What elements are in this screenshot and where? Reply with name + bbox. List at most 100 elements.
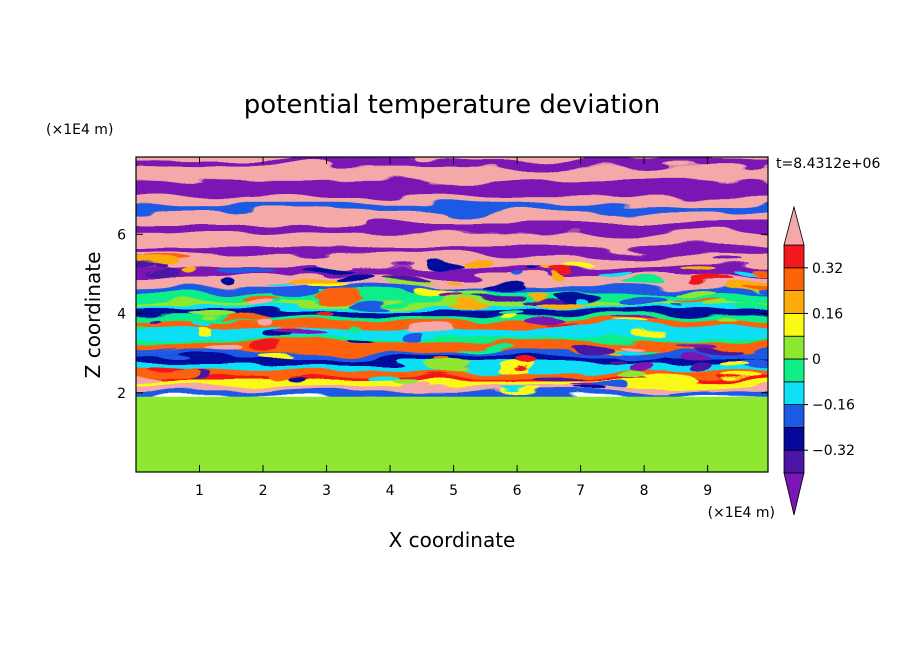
colorbar-cell (783, 404, 805, 428)
field-cell (203, 344, 241, 353)
field-cell (136, 286, 768, 294)
field-cell (347, 340, 374, 344)
field-cell (526, 316, 564, 325)
field-cell (597, 273, 631, 278)
y-axis-unit: (×1E4 m) (46, 122, 113, 138)
field-cell (728, 298, 768, 305)
field-cell (426, 363, 469, 372)
field-cell (524, 268, 539, 274)
field-cell (136, 180, 768, 196)
field-cell (314, 264, 354, 270)
field-cell (136, 336, 768, 342)
field-cell (691, 276, 736, 283)
x-tick-label: 1 (195, 483, 204, 499)
colorbar-label: −0.32 (812, 443, 855, 459)
field-cell (183, 266, 197, 274)
x-tick-label: 9 (703, 483, 712, 499)
field-cell (461, 258, 497, 267)
field-cell (683, 269, 719, 274)
field-cell (685, 361, 708, 370)
field-cell (535, 301, 587, 308)
heatmap-field (136, 157, 768, 472)
field-cell (136, 390, 768, 398)
field-cell (136, 350, 768, 358)
colorbar-cell (783, 449, 805, 474)
field-cell (541, 324, 574, 328)
colorbar-extend-min (783, 472, 805, 516)
x-tick-label: 6 (513, 483, 522, 499)
colorbar-cell (783, 426, 805, 451)
field-cell (136, 356, 768, 365)
field-cell (523, 412, 613, 461)
field-cell (136, 266, 768, 277)
field-cell (316, 292, 364, 302)
field-cell (532, 373, 589, 380)
x-tick-label: 3 (322, 483, 331, 499)
field-cell (377, 277, 431, 282)
colorbar: 0.32 0.16 0 −0.16 −0.32 (783, 205, 855, 516)
colorbar-cell (783, 358, 805, 383)
field-cell (318, 339, 349, 343)
field-cell (136, 319, 768, 328)
field-cell (377, 271, 424, 278)
field-cell (658, 369, 675, 377)
field-cell (136, 159, 768, 167)
field-cell (136, 245, 768, 254)
field-cell (268, 282, 300, 286)
x-tick-label: 5 (449, 483, 458, 499)
field-cell (619, 279, 664, 286)
chart-title: potential temperature deviation (244, 90, 660, 120)
y-tick-label: 6 (117, 227, 126, 243)
field-cell (386, 378, 419, 384)
field-cell (136, 211, 768, 224)
field-cell (172, 370, 198, 379)
field-cell (720, 408, 768, 449)
field-cell (590, 380, 629, 388)
field-cell (550, 266, 574, 274)
colorbar-cell (783, 381, 805, 405)
field-cell (673, 289, 720, 296)
field-cell (645, 374, 699, 383)
field-cell (677, 343, 717, 349)
field-cell (136, 375, 768, 381)
field-cell (136, 314, 768, 321)
field-cell (719, 317, 737, 324)
field-cell (735, 271, 759, 276)
field-cell (402, 410, 518, 471)
field-cell (136, 385, 768, 392)
x-tick-label: 7 (576, 483, 585, 499)
field-cell (195, 319, 216, 325)
field-cell (680, 353, 711, 360)
field-cell (483, 283, 527, 293)
field-cell (449, 302, 491, 309)
field-cell (269, 373, 294, 382)
field-cell (722, 373, 766, 379)
field-cell (442, 298, 463, 304)
field-cell (633, 363, 656, 372)
field-cell (627, 331, 668, 337)
field-cell (148, 418, 213, 455)
field-cell (739, 305, 768, 309)
field-cell (433, 359, 447, 364)
field-cell (136, 375, 163, 383)
field-cell (241, 296, 283, 301)
field-cell (292, 378, 310, 383)
field-cell (245, 299, 276, 306)
field-cell (618, 343, 644, 347)
field-cell (621, 295, 668, 305)
colorbar-label: 0 (812, 352, 821, 368)
field-cell (575, 299, 588, 304)
colorbar-cell (783, 244, 805, 269)
field-cell (136, 165, 768, 182)
field-cell (713, 258, 744, 264)
field-cell (217, 268, 272, 276)
colorbar-label: 0.16 (812, 306, 843, 322)
field-cell (611, 323, 649, 328)
field-cell (136, 347, 768, 352)
field-cell (569, 386, 604, 392)
field-cell (312, 309, 333, 317)
field-cell (136, 275, 768, 288)
field-cell (501, 313, 517, 319)
field-cell (205, 420, 321, 469)
field-cell (615, 346, 645, 353)
